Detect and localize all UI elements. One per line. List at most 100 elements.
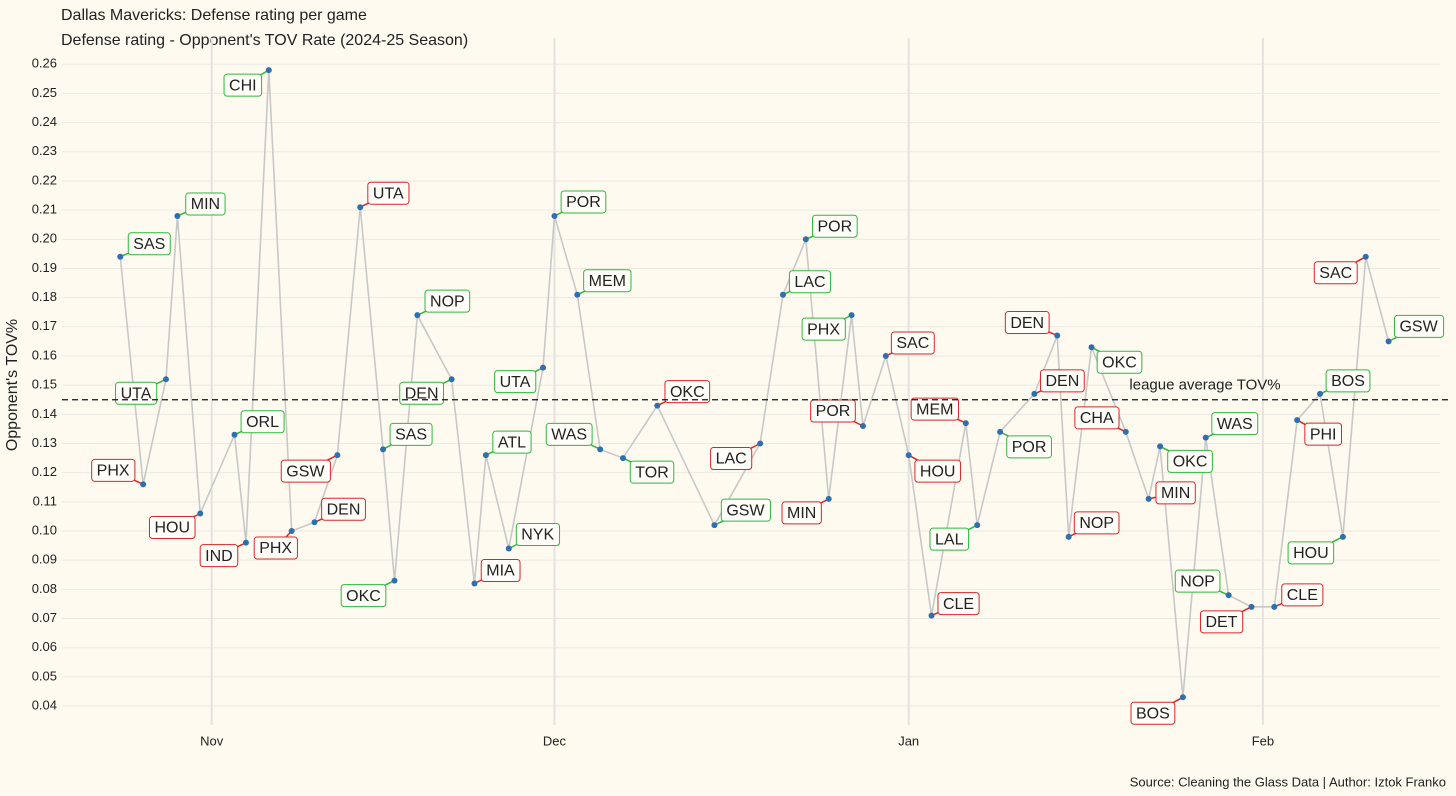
- point: [859, 422, 866, 429]
- point: [962, 420, 969, 427]
- point: [311, 519, 318, 526]
- y-tick-label: 0.10: [32, 522, 57, 537]
- data-label: DEN: [1010, 315, 1044, 332]
- data-label: GSW: [286, 463, 325, 480]
- point: [1339, 533, 1346, 540]
- point: [597, 446, 604, 453]
- y-tick-label: 0.06: [32, 639, 57, 654]
- data-label: OKC: [346, 588, 381, 605]
- data-label: LAL: [935, 531, 964, 548]
- label-box: [560, 190, 607, 214]
- x-tick-label: Feb: [1252, 733, 1274, 748]
- label-box: [199, 544, 239, 568]
- y-tick-label: 0.20: [32, 231, 57, 246]
- y-tick-label: 0.14: [32, 406, 57, 421]
- data-label: PHI: [1310, 426, 1337, 443]
- data-label: HOU: [154, 520, 190, 537]
- point: [1031, 390, 1038, 397]
- y-tick-label: 0.16: [32, 347, 57, 362]
- caption: Source: Cleaning the Glass Data | Author…: [1130, 774, 1446, 789]
- label-box: [1004, 311, 1050, 335]
- label-box: [1155, 481, 1196, 505]
- point: [882, 352, 889, 359]
- y-tick-label: 0.11: [33, 493, 57, 508]
- x-tick-label: Jan: [898, 733, 919, 748]
- data-label: TOR: [635, 464, 668, 481]
- data-label: PHX: [807, 321, 840, 338]
- y-tick-label: 0.09: [32, 552, 57, 567]
- x-tick-label: Dec: [543, 733, 567, 748]
- point: [551, 212, 558, 219]
- data-label: BOS: [1136, 706, 1170, 723]
- label-box: [914, 459, 961, 483]
- data-label: PHX: [259, 540, 292, 557]
- point: [1317, 390, 1324, 397]
- data-label: UTA: [500, 374, 531, 391]
- data-label: LAC: [794, 274, 825, 291]
- label-box: [1167, 449, 1213, 473]
- data-label: ATL: [498, 434, 526, 451]
- label-box: [399, 381, 445, 405]
- point: [1088, 344, 1095, 351]
- point: [1362, 253, 1369, 260]
- label-box: [1199, 610, 1244, 634]
- label-box: [1325, 369, 1371, 393]
- point: [620, 455, 627, 462]
- point: [1179, 694, 1186, 701]
- point: [1225, 592, 1232, 599]
- label-box: [801, 317, 846, 341]
- label-box: [1006, 435, 1052, 459]
- data-label: OKC: [1173, 454, 1208, 471]
- point: [905, 452, 912, 459]
- label-box: [424, 289, 471, 313]
- labels: SAS PHX UTA MIN HOU ORL IND CHI PHX DEN GSW UTA SAS O…: [91, 69, 1445, 725]
- label-box: [223, 73, 263, 97]
- y-tick-label: 0.15: [32, 377, 57, 392]
- label-box: [127, 232, 171, 256]
- label-box: [629, 460, 675, 484]
- data-label: HOU: [1293, 545, 1329, 562]
- label-box: [812, 214, 858, 238]
- point: [1122, 428, 1129, 435]
- y-tick-label: 0.17: [32, 318, 57, 333]
- point: [242, 539, 249, 546]
- label-box: [492, 430, 532, 454]
- point: [140, 481, 147, 488]
- point: [1065, 533, 1072, 540]
- point: [848, 312, 855, 319]
- data-label: PHX: [97, 463, 130, 480]
- chart-title: Dallas Mavericks: Defense rating per gam…: [61, 7, 367, 24]
- label-box: [720, 498, 771, 522]
- y-tick-label: 0.07: [32, 610, 57, 625]
- data-label: CHA: [1080, 410, 1114, 427]
- point: [265, 67, 272, 74]
- y-tick-label: 0.25: [32, 85, 57, 100]
- point: [482, 452, 489, 459]
- label-box: [1174, 569, 1221, 593]
- point: [414, 312, 421, 319]
- label-box: [321, 497, 366, 521]
- label-box: [929, 527, 970, 551]
- data-label: CHI: [229, 77, 257, 94]
- data-label: NOP: [430, 293, 465, 310]
- label-box: [91, 458, 136, 482]
- y-tick-label: 0.26: [32, 56, 57, 71]
- data-label: NYK: [521, 527, 554, 544]
- grid: [62, 38, 1440, 725]
- data-label: OKC: [670, 384, 705, 401]
- point: [711, 522, 718, 529]
- label-box: [583, 269, 632, 293]
- y-tick-label: 0.08: [32, 581, 57, 596]
- label-box: [1039, 369, 1085, 393]
- label-box: [1393, 314, 1445, 338]
- y-tick-label: 0.04: [32, 697, 57, 712]
- label-box: [185, 192, 226, 216]
- point: [1202, 434, 1209, 441]
- data-label: OKC: [1102, 354, 1137, 371]
- label-box: [1287, 541, 1335, 565]
- point: [1054, 332, 1061, 339]
- point: [757, 440, 764, 447]
- data-label: WAS: [551, 427, 587, 444]
- data-label: MEM: [589, 273, 626, 290]
